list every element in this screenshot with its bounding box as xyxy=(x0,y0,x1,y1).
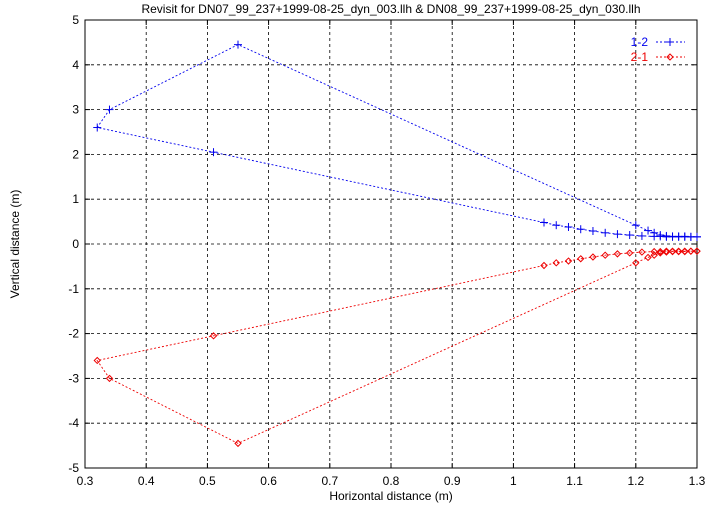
x-tick-label: 1.1 xyxy=(566,474,583,488)
data-point xyxy=(552,221,561,230)
data-point xyxy=(564,257,573,265)
series-line xyxy=(96,250,697,444)
series-line xyxy=(96,44,697,238)
y-axis-label: Vertical distance (m) xyxy=(8,190,22,299)
data-point xyxy=(637,231,646,240)
series-2 xyxy=(93,247,701,448)
x-tick-label: 1.2 xyxy=(627,474,644,488)
data-point xyxy=(656,247,664,256)
data-point xyxy=(564,222,573,231)
x-tick-label: 1 xyxy=(510,474,517,488)
data-point xyxy=(577,255,585,263)
data-point xyxy=(693,247,701,255)
data-point xyxy=(601,228,610,237)
series-layer xyxy=(93,40,701,448)
x-axis-label: Horizontal distance (m) xyxy=(329,489,452,503)
data-point xyxy=(666,53,674,61)
data-point xyxy=(234,40,242,49)
data-point xyxy=(662,247,671,255)
data-point xyxy=(625,249,634,257)
data-point xyxy=(668,247,677,255)
data-point xyxy=(540,261,548,270)
legend: 1-22-1 xyxy=(631,35,685,64)
grid xyxy=(85,20,697,468)
y-tick-label: -5 xyxy=(68,461,79,475)
y-tick-label: 0 xyxy=(72,237,79,251)
data-point xyxy=(681,247,689,255)
data-point xyxy=(613,230,622,239)
data-point xyxy=(105,374,114,383)
data-point xyxy=(93,356,101,365)
data-point xyxy=(625,231,634,240)
ticks: 0.3 0.4 0.5 0.6 0.7 0.8 0.9 1 1.1 1.2 1.3 -5 -4 -3 -2 -… xyxy=(68,13,705,488)
data-point xyxy=(693,232,701,241)
chart-title: Revisit for DN07_99_237+1999-08-25_dyn_0… xyxy=(141,2,640,16)
data-point xyxy=(589,253,597,261)
legend-label: 2-1 xyxy=(631,50,649,64)
y-tick-label: -1 xyxy=(68,282,79,296)
x-tick-label: 0.6 xyxy=(260,474,277,488)
data-point xyxy=(644,253,652,262)
data-point xyxy=(666,38,674,46)
data-point xyxy=(576,225,585,234)
data-point xyxy=(638,248,646,256)
data-point xyxy=(631,221,640,230)
data-point xyxy=(209,148,218,157)
y-tick-label: -2 xyxy=(68,327,79,341)
data-point xyxy=(105,105,114,114)
x-tick-label: 0.5 xyxy=(199,474,216,488)
y-tick-label: -4 xyxy=(68,416,79,430)
data-point xyxy=(93,123,102,132)
data-point xyxy=(650,247,658,256)
data-point xyxy=(552,259,560,267)
data-point xyxy=(540,218,548,227)
x-tick-label: 1.3 xyxy=(689,474,706,488)
x-tick-label: 0.8 xyxy=(383,474,400,488)
x-tick-label: 0.4 xyxy=(138,474,155,488)
data-point xyxy=(613,250,622,258)
data-point xyxy=(632,259,640,267)
y-tick-label: 4 xyxy=(72,58,79,72)
y-tick-label: 2 xyxy=(72,147,79,161)
legend-label: 1-2 xyxy=(631,35,649,49)
data-point xyxy=(650,251,658,259)
x-tick-label: 0.7 xyxy=(321,474,338,488)
data-point xyxy=(234,439,242,448)
data-point xyxy=(674,247,683,255)
x-tick-label: 0.9 xyxy=(444,474,461,488)
y-tick-label: -3 xyxy=(68,371,79,385)
data-point xyxy=(601,251,609,259)
x-tick-label: 0.3 xyxy=(77,474,94,488)
y-tick-label: 5 xyxy=(72,13,79,27)
data-point xyxy=(644,226,653,235)
data-point xyxy=(687,247,695,255)
data-point xyxy=(588,227,597,236)
y-tick-label: 1 xyxy=(72,192,79,206)
series-1 xyxy=(93,40,701,241)
data-point xyxy=(209,332,218,340)
data-point xyxy=(662,248,671,256)
y-tick-label: 3 xyxy=(72,103,79,117)
